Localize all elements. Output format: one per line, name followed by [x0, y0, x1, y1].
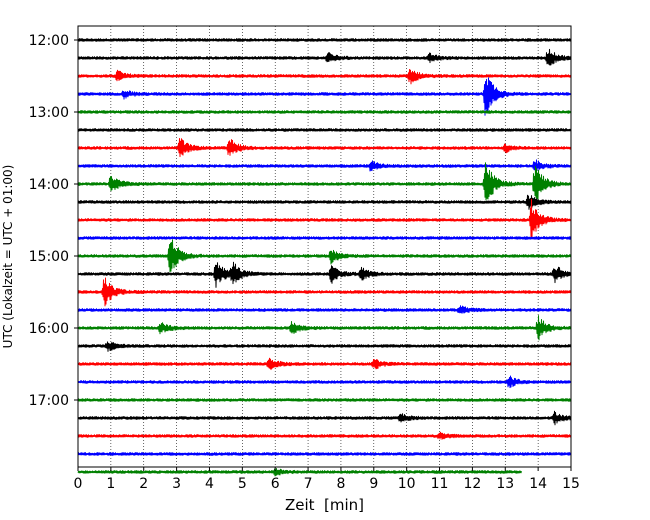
x-tick-label: 9 — [369, 476, 378, 492]
seismogram-trace — [77, 110, 572, 114]
y-tick-label: 16:00 — [29, 321, 69, 337]
x-tick-label: 11 — [431, 476, 449, 492]
seismogram-trace — [77, 375, 572, 389]
seismogram-trace — [77, 398, 572, 402]
x-tick-label: 13 — [496, 476, 514, 492]
y-axis-ticks: 12:00 13:00 14:00 15:00 16:00 17:00 — [29, 33, 78, 409]
x-tick-label: 2 — [139, 476, 148, 492]
seismogram-trace — [77, 261, 572, 288]
seismogram-trace — [77, 452, 572, 456]
seismogram-trace — [77, 38, 572, 42]
x-tick-label: 4 — [205, 476, 214, 492]
seismogram-trace — [77, 305, 572, 314]
seismogram-trace — [77, 77, 572, 116]
seismogram-trace — [77, 239, 572, 273]
seismogram-trace — [77, 341, 572, 352]
y-tick-label: 17:00 — [29, 393, 69, 409]
seismogram-trace — [77, 128, 572, 132]
seismogram-trace — [77, 277, 572, 307]
y-tick-label: 15:00 — [29, 249, 69, 265]
x-tick-label: 5 — [238, 476, 247, 492]
seismogram-trace — [77, 162, 572, 202]
y-tick-label: 12:00 — [29, 33, 69, 49]
seismogram-trace — [77, 315, 572, 341]
y-axis-title: UTC (Lokalzeit = UTC + 01:00) — [1, 165, 15, 349]
seismogram-trace — [77, 431, 572, 440]
x-axis-ticks: 0 1 2 3 4 5 6 7 8 9 10 11 12 13 14 15 — [74, 467, 580, 492]
x-tick-label: 10 — [398, 476, 416, 492]
x-tick-label: 14 — [529, 476, 547, 492]
plot-frame — [77, 25, 572, 468]
seismogram-trace — [77, 138, 572, 158]
x-tick-label: 8 — [336, 476, 345, 492]
seismogram-trace — [77, 194, 572, 210]
x-tick-label: 1 — [106, 476, 115, 492]
x-tick-label: 15 — [562, 476, 580, 492]
seismogram-trace — [77, 236, 572, 240]
seismogram-trace — [77, 468, 522, 477]
x-tick-label: 3 — [172, 476, 181, 492]
x-tick-label: 6 — [271, 476, 280, 492]
seismogram-trace — [77, 69, 572, 85]
x-tick-label: 12 — [463, 476, 481, 492]
seismogram-traces — [77, 38, 572, 477]
seismogram-trace — [77, 159, 572, 172]
x-tick-label: 0 — [74, 476, 83, 492]
seismogram-trace — [77, 357, 572, 371]
y-tick-label: 13:00 — [29, 105, 69, 121]
seismogram-trace — [77, 48, 572, 66]
seismogram-trace — [77, 198, 572, 239]
seismogram-trace — [77, 410, 572, 426]
x-tick-label: 7 — [304, 476, 313, 492]
y-tick-label: 14:00 — [29, 177, 69, 193]
x-axis-title: Zeit [min] — [285, 496, 364, 514]
